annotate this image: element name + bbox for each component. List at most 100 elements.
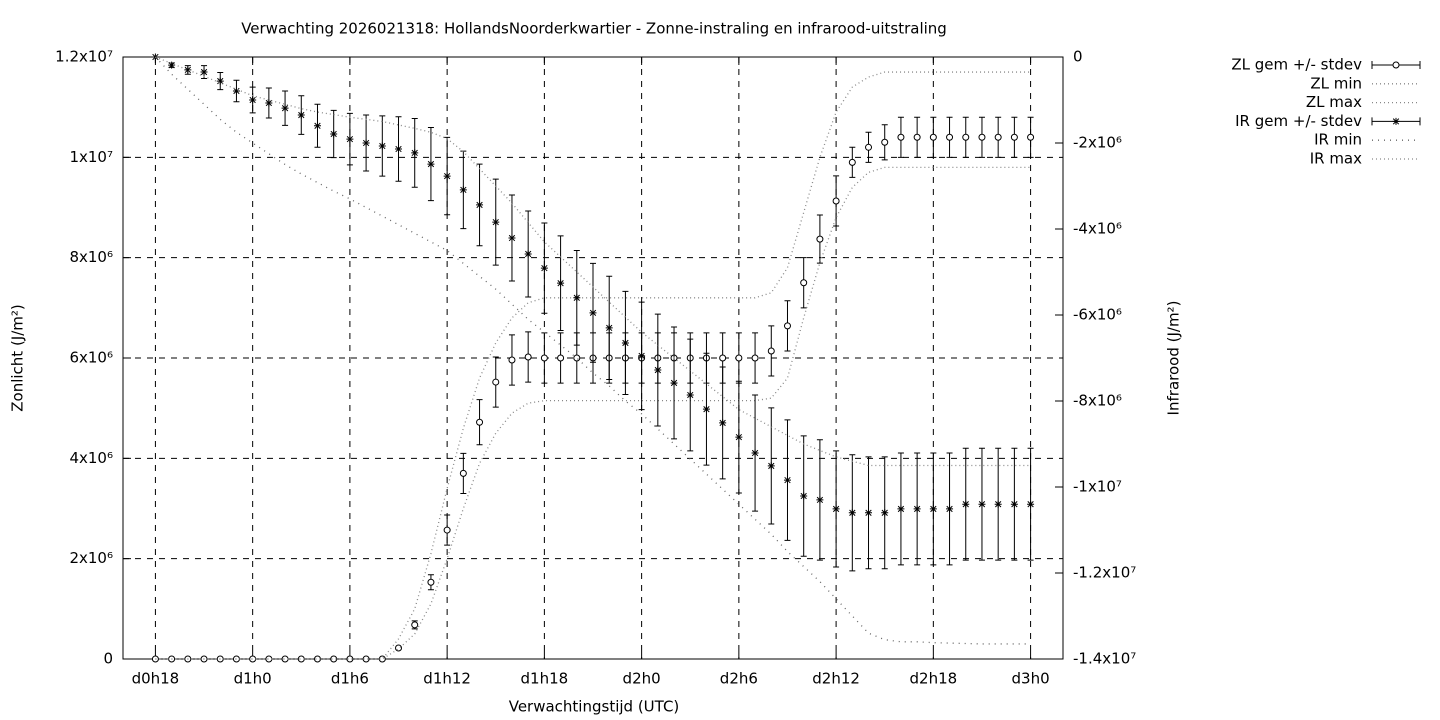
point <box>168 61 176 69</box>
point <box>1027 133 1035 141</box>
y-tick-label: 8x10⁶ <box>69 248 113 266</box>
point <box>411 149 419 157</box>
point <box>848 158 856 166</box>
point <box>216 77 224 85</box>
chart-title: Verwachting 2026021318: HollandsNoorderk… <box>241 20 947 38</box>
point <box>232 87 240 95</box>
point <box>362 139 370 147</box>
point <box>654 366 662 374</box>
point <box>249 96 257 104</box>
point <box>200 68 208 76</box>
point <box>881 138 889 146</box>
point <box>638 352 646 360</box>
legend-label: IR gem +/- stdev <box>1235 112 1362 130</box>
point <box>735 433 743 441</box>
point <box>686 391 694 399</box>
point <box>573 354 581 362</box>
point <box>313 655 321 663</box>
point <box>783 476 791 484</box>
point <box>459 469 467 477</box>
x-tick-label: d0h18 <box>132 670 180 688</box>
point <box>816 496 824 504</box>
point <box>492 378 500 386</box>
legend-label: ZL min <box>1310 74 1362 92</box>
point <box>946 505 954 513</box>
y2-tick-label: -4x10⁶ <box>1073 220 1122 238</box>
point <box>297 655 305 663</box>
point <box>265 99 273 107</box>
point <box>962 500 970 508</box>
point <box>281 104 289 112</box>
point <box>994 500 1002 508</box>
x-tick-label: d1h18 <box>521 670 569 688</box>
point <box>881 509 889 517</box>
x-tick-label: d1h0 <box>234 670 272 688</box>
point <box>702 405 710 413</box>
series-line <box>155 166 1031 660</box>
series-line <box>155 71 1031 660</box>
point <box>621 339 629 347</box>
y-tick-label: 4x10⁶ <box>69 449 113 467</box>
point <box>913 133 921 141</box>
point <box>735 354 743 362</box>
point <box>1010 133 1018 141</box>
point <box>443 526 451 534</box>
x-tick-label: d2h18 <box>910 670 958 688</box>
point <box>897 133 905 141</box>
point <box>443 172 451 180</box>
x-tick-label: d1h12 <box>423 670 471 688</box>
y2-tick-label: -6x10⁶ <box>1073 306 1122 324</box>
legend-marker <box>1392 61 1400 69</box>
point <box>232 655 240 663</box>
y-tick-label: 1.2x10⁷ <box>55 48 113 66</box>
point <box>524 250 532 258</box>
point <box>346 655 354 663</box>
point <box>978 133 986 141</box>
point <box>865 509 873 517</box>
point <box>929 505 937 513</box>
point <box>427 160 435 168</box>
point <box>897 505 905 513</box>
legend-marker <box>1392 117 1400 125</box>
point <box>767 347 775 355</box>
point <box>508 356 516 364</box>
point <box>848 509 856 517</box>
legend-label: ZL max <box>1306 93 1362 111</box>
point <box>800 492 808 500</box>
point <box>265 655 273 663</box>
y-tick-label: 0 <box>103 650 113 668</box>
point <box>719 419 727 427</box>
point <box>832 197 840 205</box>
point <box>832 505 840 513</box>
y-tick-label: 6x10⁶ <box>69 349 113 367</box>
point <box>767 462 775 470</box>
plot-frame <box>122 56 1064 660</box>
point <box>994 133 1002 141</box>
y2-tick-label: -8x10⁶ <box>1073 392 1122 410</box>
point <box>1027 500 1035 508</box>
point <box>297 111 305 119</box>
point <box>330 130 338 138</box>
point <box>459 186 467 194</box>
point <box>1010 500 1018 508</box>
legend-label: IR max <box>1310 150 1362 168</box>
legend-label: IR min <box>1314 131 1362 149</box>
legend-marker <box>1392 61 1400 69</box>
point <box>313 122 321 130</box>
point <box>184 66 192 74</box>
point <box>557 354 565 362</box>
point <box>362 655 370 663</box>
point <box>783 322 791 330</box>
point <box>589 309 597 317</box>
point <box>540 264 548 272</box>
y2-tick-label: -1.4x10⁷ <box>1073 650 1136 668</box>
point <box>427 578 435 586</box>
point <box>330 655 338 663</box>
point <box>719 354 727 362</box>
legend-label: ZL gem +/- stdev <box>1231 56 1362 74</box>
point <box>751 354 759 362</box>
y-tick-label: 2x10⁶ <box>69 549 113 567</box>
point <box>962 133 970 141</box>
x-tick-label: d2h0 <box>623 670 661 688</box>
